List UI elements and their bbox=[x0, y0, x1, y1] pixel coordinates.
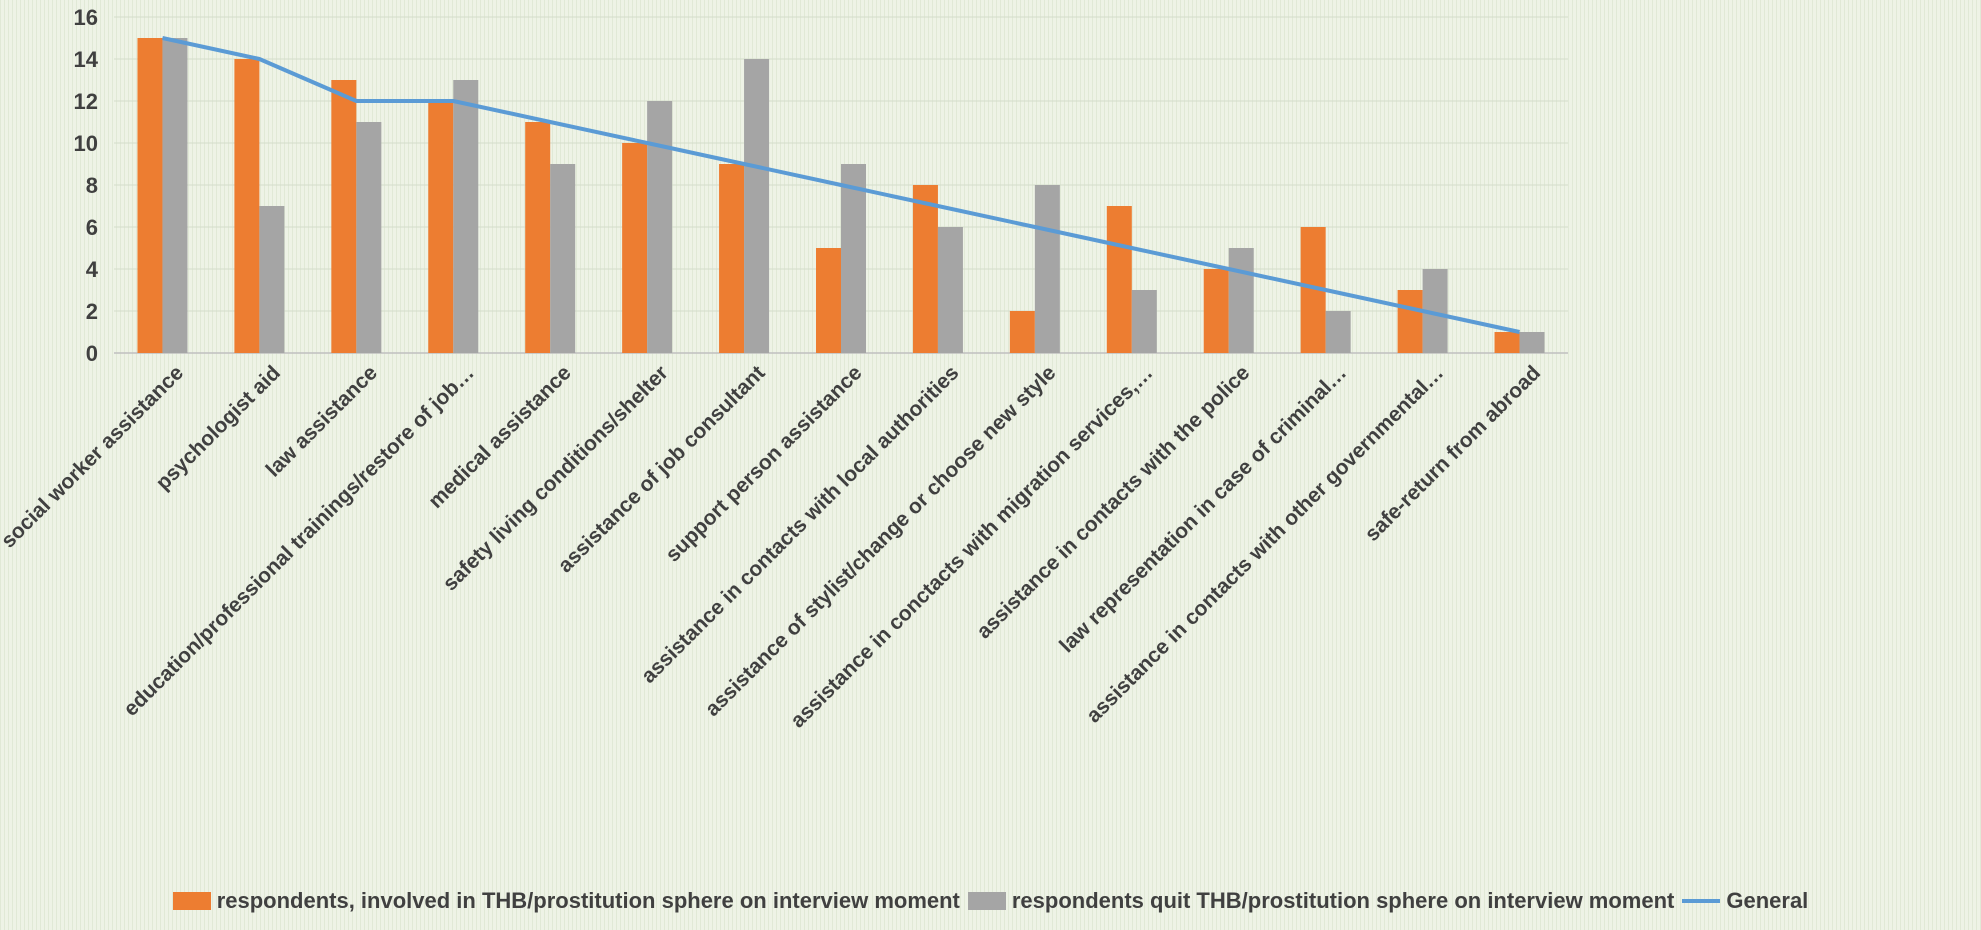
x-category-label: assistance in conctacts with migration s… bbox=[786, 361, 1157, 732]
bar-involved bbox=[1397, 290, 1423, 353]
legend: respondents, involved in THB/prostitutio… bbox=[0, 888, 1981, 914]
x-category-label: assistance of job consultant bbox=[554, 361, 770, 577]
bar-involved bbox=[719, 164, 745, 353]
x-category-label: assistance of stylist/change or choose n… bbox=[701, 361, 1061, 721]
bar-involved bbox=[1203, 269, 1229, 353]
y-tick-label: 2 bbox=[86, 299, 98, 324]
legend-item-general: General bbox=[1682, 888, 1808, 914]
bar-involved bbox=[331, 80, 357, 353]
x-category-label: social worker assistance bbox=[0, 361, 188, 552]
y-tick-label: 0 bbox=[86, 341, 98, 366]
legend-swatch-involved bbox=[172, 892, 211, 910]
x-category-label: assistance in contacts with other govern… bbox=[1082, 361, 1448, 727]
bar-quit bbox=[550, 164, 576, 353]
legend-label-involved: respondents, involved in THB/prostitutio… bbox=[216, 888, 960, 913]
x-category-label: education/professional trainings/restore… bbox=[119, 361, 478, 720]
x-category-label: support person assistance bbox=[661, 361, 866, 566]
legend-item-quit: respondents quit THB/prostitution sphere… bbox=[967, 888, 1675, 914]
x-category-label: safe-return from abroad bbox=[1360, 361, 1545, 546]
bar-involved bbox=[525, 122, 551, 353]
bar-involved bbox=[1009, 311, 1035, 353]
bar-quit bbox=[162, 38, 188, 353]
y-tick-label: 16 bbox=[74, 5, 98, 30]
bar-involved bbox=[816, 248, 841, 353]
y-tick-label: 10 bbox=[74, 131, 98, 156]
y-tick-label: 14 bbox=[74, 47, 99, 72]
bar-quit bbox=[647, 101, 673, 353]
y-tick-label: 8 bbox=[86, 173, 98, 198]
bar-quit bbox=[841, 164, 866, 353]
bar-quit bbox=[1325, 311, 1351, 353]
legend-swatch-general bbox=[1682, 899, 1721, 903]
bar-involved bbox=[1494, 332, 1520, 353]
bar-involved bbox=[622, 143, 648, 353]
bar-quit bbox=[1131, 290, 1157, 353]
bar-quit bbox=[1228, 248, 1254, 353]
y-tick-label: 12 bbox=[74, 89, 98, 114]
bar-quit bbox=[1034, 185, 1060, 353]
general-line bbox=[162, 36, 1520, 334]
legend-swatch-quit bbox=[967, 892, 1006, 910]
bar-involved bbox=[912, 185, 938, 353]
y-axis-ticks: 0 2 4 6 8 10 12 14 16 bbox=[74, 5, 99, 366]
bar-involved bbox=[1106, 206, 1132, 353]
bar-quit bbox=[937, 227, 963, 353]
bar-quit bbox=[356, 122, 382, 353]
bar-involved bbox=[234, 59, 260, 353]
bars bbox=[137, 38, 1545, 353]
legend-label-quit: respondents quit THB/prostitution sphere… bbox=[1011, 888, 1675, 913]
series-line-general bbox=[162, 36, 1520, 334]
bar-involved bbox=[137, 38, 163, 353]
bar-quit bbox=[453, 80, 479, 353]
bar-involved bbox=[428, 101, 454, 353]
chart: 0 2 4 6 8 10 12 14 16 social worker assistanceps… bbox=[0, 5, 1568, 732]
legend-label-general: General bbox=[1726, 888, 1809, 913]
bar-quit bbox=[1519, 332, 1545, 353]
bar-quit bbox=[259, 206, 285, 353]
bar-quit bbox=[744, 59, 770, 353]
legend-item-involved: respondents, involved in THB/prostitutio… bbox=[172, 888, 960, 914]
y-tick-label: 6 bbox=[86, 215, 98, 240]
y-tick-label: 4 bbox=[86, 257, 99, 282]
